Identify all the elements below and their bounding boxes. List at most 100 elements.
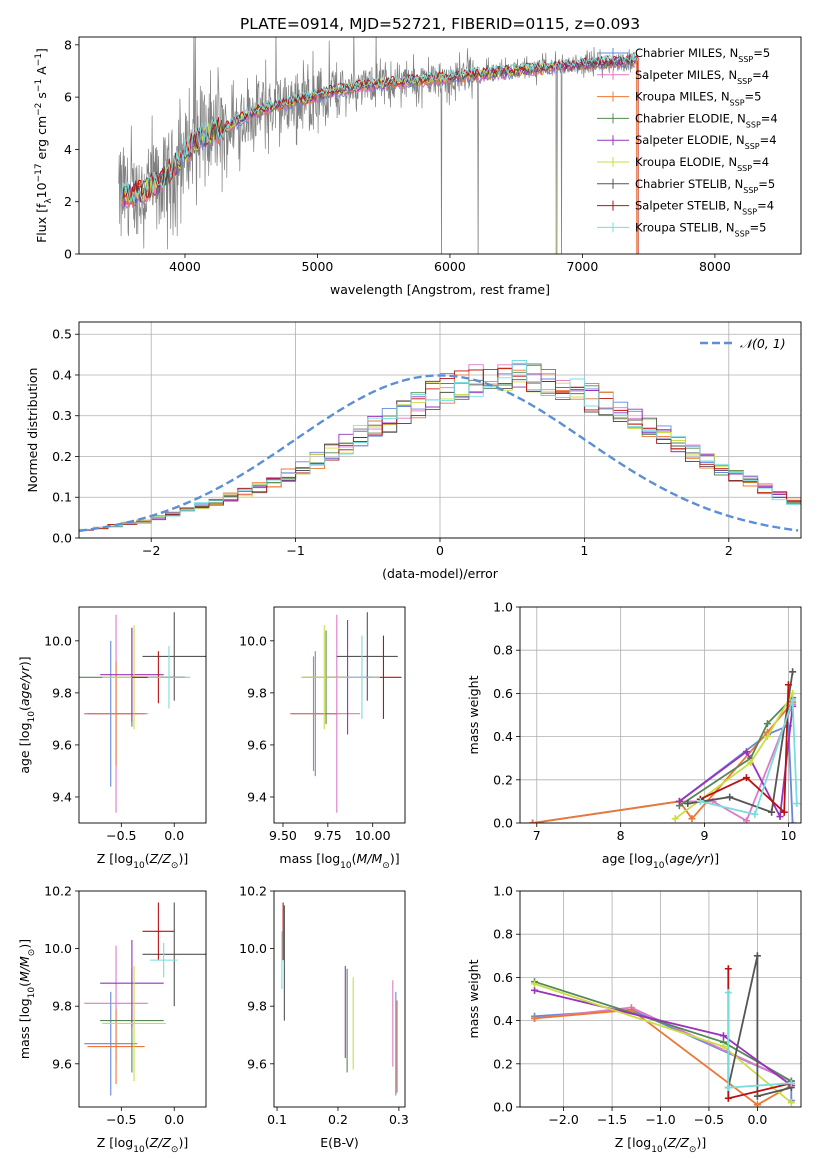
plot-area-mass_vs_Z	[84, 902, 206, 1096]
y-tick-label: 4	[64, 142, 72, 157]
errorbar-chabrier-stelib	[142, 612, 206, 701]
x-tick-label: −1.0	[645, 1112, 675, 1127]
x-tick-label: 10	[780, 828, 796, 843]
weight-marker	[719, 1043, 727, 1051]
weight-marker	[789, 819, 797, 823]
label-part: ]	[34, 48, 49, 53]
y-tick-label: 0.2	[493, 772, 513, 787]
axes-frame	[78, 890, 207, 1108]
label-part: −2	[34, 103, 44, 116]
label-part: E(B-V)	[320, 1135, 359, 1150]
weight-marker	[719, 1032, 727, 1040]
y-tick-label: 2	[64, 194, 72, 209]
legend-name: Salpeter STELIB, N	[635, 199, 742, 213]
y-tick-label: 0.0	[52, 531, 72, 546]
panel-weight_vs_Z: −2.0 −1.5 −1.0 −0.5 0.0 0.0 0.2 0.4 0.6 0.8 1.0 Z […	[466, 884, 802, 1155]
x-tick-label: −0.5	[106, 828, 136, 843]
weight-marker	[789, 668, 797, 676]
x-axis-label: (data-model)/error	[382, 566, 499, 581]
x-tick-label: 5000	[302, 259, 334, 274]
y-tick-label: 0.8	[493, 927, 513, 942]
weight-line	[699, 684, 790, 815]
weight-line-chabrier-stelib	[684, 668, 797, 816]
y-tick-label: 10.2	[239, 884, 267, 899]
x-axis-label: wavelength [Angstrom, rest frame]	[330, 282, 550, 297]
x-axis-label: age [log10(age/yr)]	[602, 851, 719, 871]
legend-label: Salpeter MILES, NSSP=4	[635, 68, 769, 86]
weight-marker	[751, 810, 759, 818]
label-part: 10	[340, 861, 352, 871]
y-tick-label: 9.6	[52, 1056, 72, 1071]
plot-area-residuals	[79, 360, 801, 538]
legend-suffix: =4	[757, 199, 774, 213]
x-tick-label: 7000	[567, 259, 599, 274]
errorbar-salpeter-elodie	[100, 627, 164, 722]
weight-marker	[671, 815, 679, 823]
legend-label: 𝒩(0, 1)	[740, 336, 786, 351]
legend-label: Salpeter STELIB, NSSP=4	[635, 199, 774, 217]
y-tick-label: 0.4	[493, 729, 513, 744]
x-tick-label: 9.50	[269, 828, 297, 843]
x-axis-label: Z [log10(Z/Z⊙)]	[97, 1135, 188, 1155]
y-tick-label: 8	[64, 37, 72, 52]
weight-line	[727, 955, 792, 1098]
legend-name: Kroupa MILES, N	[635, 90, 730, 104]
label-part: erg cm	[34, 116, 49, 164]
errorbar-chabrier-stelib	[142, 902, 206, 1007]
legend-name: Chabrier ELODIE, N	[635, 111, 746, 125]
figure-title: PLATE=0914, MJD=52721, FIBERID=0115, z=0…	[240, 15, 640, 33]
errorbar-chabrier-miles	[84, 991, 138, 1096]
label-part: Z [log	[615, 1135, 651, 1150]
observed-spectrum	[118, 37, 639, 254]
y-tick-label: 0.3	[52, 408, 72, 423]
label-part: )]	[696, 1135, 706, 1150]
plot-area-age_vs_Z	[79, 612, 206, 813]
label-part: M/M	[17, 956, 32, 982]
x-tick-label: 10.00	[355, 828, 391, 843]
x-tick-label: 0	[436, 543, 444, 558]
label-part: )]	[17, 656, 32, 666]
errorbar-kroupa-elodie	[300, 625, 348, 730]
gaussian-curve	[79, 374, 799, 533]
legend-suffix: =4	[752, 155, 769, 169]
y-axis-label: Flux [fλ10−17 erg cm−2 s−1 A−1]	[34, 48, 54, 243]
y-tick-label: 0.4	[493, 1013, 513, 1028]
label-part: age [log	[602, 851, 653, 866]
y-tick-label: 6	[64, 90, 72, 105]
x-tick-label: 0.2	[328, 1112, 348, 1127]
legend-suffix: =5	[753, 46, 770, 60]
legend-sub: SSP	[742, 207, 757, 216]
label-part: Z/Z	[149, 851, 172, 866]
plot-area-mass_vs_ebv	[281, 902, 398, 1096]
plot-area-spectrum	[118, 37, 639, 254]
errorbar-kroupa-miles	[87, 661, 145, 766]
label-part: −17	[34, 163, 44, 182]
legend-name: Salpeter ELODIE, N	[635, 133, 745, 147]
weight-marker	[787, 1099, 795, 1107]
legend-suffix: =5	[745, 90, 762, 104]
x-axis-label: Z [log10(Z/Z⊙)]	[97, 851, 188, 871]
y-axis-label: mass weight	[466, 675, 481, 754]
panel-mass_vs_Z: −0.5 0.09.69.810.010.2Z [log10(Z/Z⊙)]mass…	[17, 884, 207, 1155]
y-tick-label: 10.0	[44, 633, 72, 648]
weight-line	[727, 992, 792, 1089]
label-part: A	[34, 66, 49, 79]
label-part: age [log	[17, 722, 32, 773]
label-part: )]	[178, 851, 188, 866]
x-axis-label: Z [log10(Z/Z⊙)]	[615, 1135, 706, 1155]
weight-marker	[753, 1101, 761, 1107]
weight-marker	[688, 815, 696, 823]
weight-line-chabrier-elodie	[675, 694, 797, 810]
histogram-kroupa-stelib	[79, 360, 801, 538]
y-tick-label: 1.0	[493, 884, 513, 899]
axes-frame	[78, 36, 802, 255]
y-axis-label: mass [log10(M/M⊙)]	[17, 939, 37, 1059]
legend-sub: SSP	[738, 55, 753, 64]
legend-sub: SSP	[737, 76, 752, 85]
weight-marker	[675, 797, 683, 805]
legend-sub: SSP	[746, 120, 761, 129]
legend-sub: SSP	[743, 185, 758, 194]
legend-label: Chabrier ELODIE, NSSP=4	[635, 111, 778, 128]
